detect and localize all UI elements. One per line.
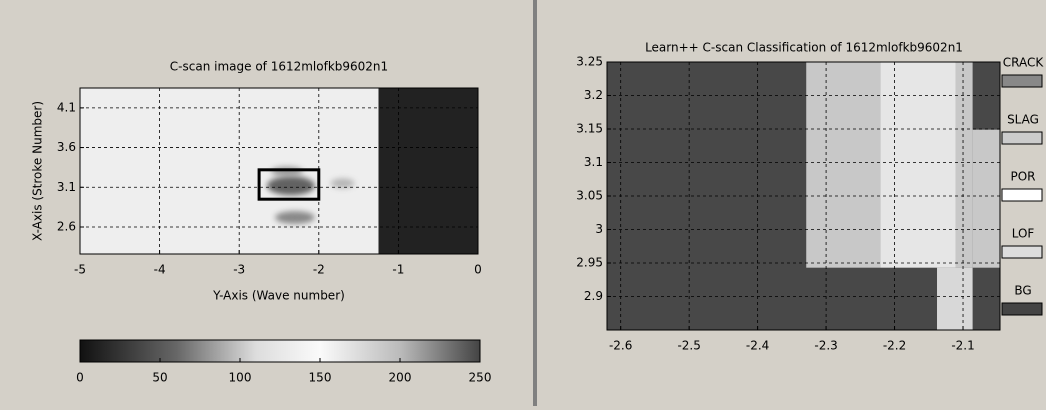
y-tick-label: 3 [595, 222, 603, 236]
y-tick-label: 4.1 [57, 100, 76, 114]
screenshot: C-scan image of 1612mlofkb9602n1 Y-Axis … [0, 0, 1046, 406]
x-tick-label: -2.6 [609, 339, 632, 353]
legend-label: LOF [1012, 227, 1035, 241]
y-tick-label: 2.6 [57, 219, 76, 233]
y-tick-label: 3.1 [57, 180, 76, 194]
y-tick-label: 3.6 [57, 140, 76, 154]
legend-swatch [1002, 303, 1042, 315]
panel-divider [533, 0, 537, 406]
region [955, 62, 972, 268]
intensity-blob [331, 179, 355, 189]
intensity-blob [267, 176, 315, 195]
region [880, 62, 955, 268]
legend-label: POR [1010, 170, 1035, 184]
colorbar-tick-label: 50 [152, 371, 167, 385]
colorbar-tick-label: 250 [469, 371, 492, 385]
colorbar-tick-label: 100 [229, 371, 252, 385]
x-tick-label: -1 [392, 263, 404, 277]
y-tick-label: 2.9 [584, 289, 603, 303]
y-axis-label: X-Axis (Stroke Number) [31, 101, 45, 241]
legend-swatch [1002, 75, 1042, 87]
y-tick-label: 3.15 [576, 122, 603, 136]
legend-swatch [1002, 189, 1042, 201]
x-tick-label: -5 [74, 263, 86, 277]
x-tick-label: -2.3 [814, 339, 837, 353]
intensity-blob [275, 211, 315, 224]
x-tick-label: -4 [154, 263, 166, 277]
chart-title: Learn++ C-scan Classification of 1612mlo… [645, 41, 963, 55]
x-axis-label: Y-Axis (Wave number) [212, 289, 345, 303]
y-tick-label: 3.2 [584, 88, 603, 102]
x-tick-label: -2.4 [746, 339, 769, 353]
colorbar-tick-label: 0 [76, 371, 84, 385]
region [937, 268, 973, 330]
y-tick-label: 3.1 [584, 155, 603, 169]
legend-label: BG [1014, 284, 1031, 298]
legend-label: SLAG [1007, 113, 1039, 127]
colorbar-tick-label: 150 [309, 371, 332, 385]
y-tick-label: 3.05 [576, 189, 603, 203]
region [806, 62, 880, 268]
x-tick-label: -3 [233, 263, 245, 277]
y-tick-label: 2.95 [576, 256, 603, 270]
y-tick-label: 3.25 [576, 55, 603, 69]
region [379, 88, 479, 254]
x-tick-label: -2 [313, 263, 325, 277]
x-tick-label: 0 [474, 263, 482, 277]
intensity-blob [271, 167, 303, 177]
chart-title: C-scan image of 1612mlofkb9602n1 [170, 60, 388, 74]
legend-swatch [1002, 246, 1042, 258]
plot-area [607, 62, 1000, 330]
x-tick-label: -2.2 [883, 339, 906, 353]
colorbar [80, 340, 480, 362]
legend-swatch [1002, 132, 1042, 144]
x-tick-label: -2.1 [951, 339, 974, 353]
colorbar-tick-label: 200 [389, 371, 412, 385]
region [973, 130, 1000, 268]
x-tick-label: -2.5 [677, 339, 700, 353]
legend-label: CRACK [1003, 56, 1045, 70]
